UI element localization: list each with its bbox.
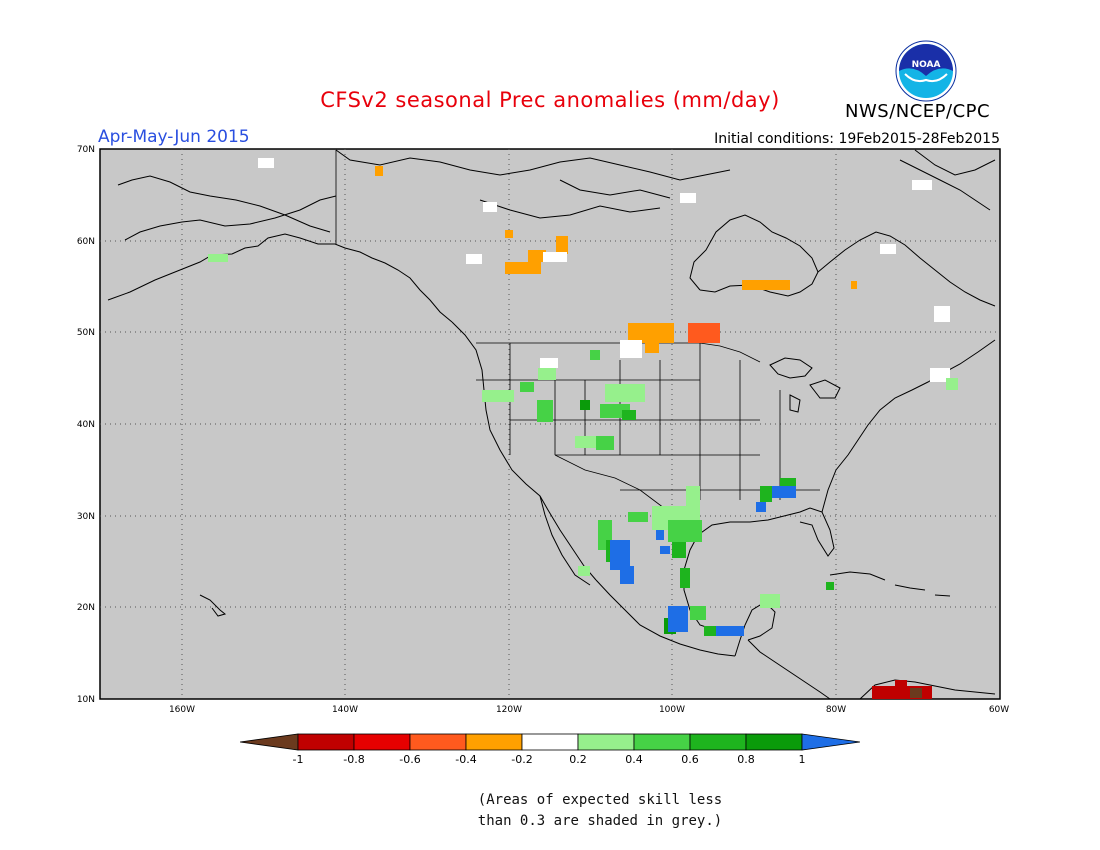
footnote-line-1: (Areas of expected skill less [477,792,723,808]
lat-tick: 50N [77,328,95,338]
lon-tick: 160W [169,705,195,715]
legend-color-box [577,733,635,751]
legend-tick-label: -0.2 [511,753,532,766]
footnote-line-2: than 0.3 are shaded in grey.) [477,813,723,829]
legend-arrow-left [240,733,299,751]
noaa-logo-icon: NOAA [895,40,957,102]
legend-tick-label: -0.4 [455,753,476,766]
legend-color-box [633,733,691,751]
lat-tick-labels: 70N 60N 50N 40N 30N 20N 10N [77,145,95,705]
legend-tick-label: 1 [799,753,806,766]
legend-labels: -1 -0.8 -0.6 -0.4 -0.2 0.2 0.4 0.6 0.8 1 [293,753,806,766]
map-gridlines [100,149,1000,699]
lat-tick: 40N [77,420,95,430]
legend-color-boxes [240,733,860,751]
legend-color-box [465,733,523,751]
legend-color-box [353,733,411,751]
legend-color-box [689,733,747,751]
legend-tick-label: 0.2 [569,753,587,766]
legend-tick-label: -0.6 [399,753,420,766]
lon-tick: 80W [826,705,846,715]
legend-color-box [297,733,355,751]
anomaly-cells [208,158,958,699]
skill-footnote: (Areas of expected skill less than 0.3 a… [420,790,780,832]
lon-tick-labels: 160W 140W 120W 100W 80W 60W [169,705,1009,715]
lon-tick: 140W [332,705,358,715]
lat-tick: 20N [77,603,95,613]
color-legend: -1 -0.8 -0.6 -0.4 -0.2 0.2 0.4 0.6 0.8 1 [240,733,860,766]
lat-tick: 10N [77,695,95,705]
lon-tick: 60W [989,705,1009,715]
org-label: NWS/NCEP/CPC [845,101,991,122]
noaa-logo-text: NOAA [912,60,941,70]
lat-tick: 30N [77,512,95,522]
lon-tick: 120W [496,705,522,715]
legend-tick-label: 0.4 [625,753,643,766]
legend-color-box [745,733,803,751]
lat-tick: 60N [77,237,95,247]
legend-arrow-right [801,733,860,751]
lat-tick: 70N [77,145,95,155]
legend-tick-label: 0.6 [681,753,699,766]
legend-tick-label: 0.8 [737,753,755,766]
chart-title: CFSv2 seasonal Prec anomalies (mm/day) [320,88,780,112]
legend-color-box [521,733,579,751]
initial-conditions: Initial conditions: 19Feb2015-28Feb2015 [714,131,1000,147]
legend-tick-label: -1 [293,753,304,766]
lon-tick: 100W [659,705,685,715]
legend-tick-label: -0.8 [343,753,364,766]
legend-color-box [409,733,467,751]
forecast-period: Apr-May-Jun 2015 [98,127,250,147]
